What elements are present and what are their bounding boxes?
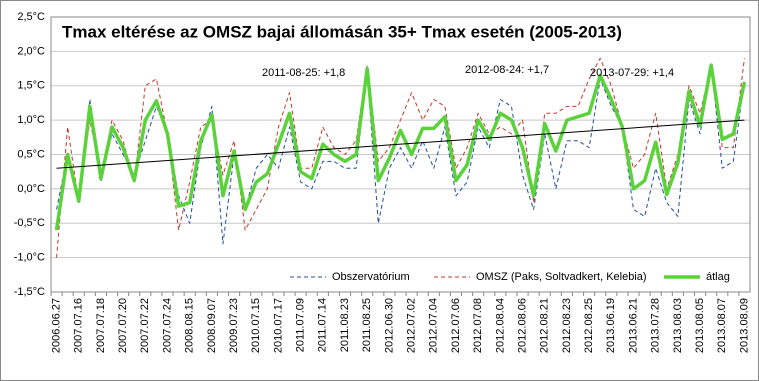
annotation: 2011-08-25: +1,8: [262, 67, 345, 79]
chart-title: Tmax eltérése az OMSZ bajai állomásán 35…: [62, 22, 622, 41]
x-tick-label: 2010.07.17: [272, 298, 284, 353]
x-tick-label: 2013.08.05: [694, 298, 706, 353]
x-tick-label: 2008.08.15: [184, 298, 196, 353]
annotation: 2012-08-24: +1,7: [465, 64, 549, 76]
x-tick-label: 2012.08.25: [583, 298, 595, 353]
legend-label: OMSZ (Paks, Soltvadkert, Kelebia): [476, 271, 647, 283]
x-tick-label: 2009.07.23: [228, 298, 240, 353]
legend-label: átlag: [706, 271, 730, 283]
x-tick-label: 2007.07.22: [139, 298, 151, 353]
y-tick-label: 2,5°C: [17, 11, 45, 23]
y-tick-label: 1,5°C: [17, 80, 45, 92]
x-tick-label: 2013.08.03: [672, 298, 684, 353]
x-tick-label: 2011.08.23: [339, 298, 351, 352]
x-tick-label: 2007.07.16: [73, 298, 85, 353]
series-line: [54, 63, 747, 231]
x-tick-label: 2012.07.02: [406, 298, 418, 353]
x-tick-label: 2007.07.20: [117, 298, 129, 353]
x-tick-label: 2013.08.07: [716, 298, 728, 353]
x-tick-label: 2008.09.07: [206, 298, 218, 353]
x-tick-label: 2013.07.28: [650, 298, 662, 353]
y-tick-label: 1,0°C: [17, 114, 45, 126]
y-tick-label: 0,5°C: [17, 148, 45, 160]
y-tick-label: -1,5°C: [14, 286, 45, 298]
x-tick-label: 2012.08.04: [494, 298, 506, 353]
x-tick-label: 2010.07.15: [250, 298, 262, 353]
y-tick-label: 0,0°C: [17, 183, 45, 195]
plot-border: [50, 16, 751, 293]
y-tick-label: 2,0°C: [17, 45, 45, 57]
x-tick-label: 2012.08.23: [561, 298, 573, 353]
y-tick-label: -1,0°C: [14, 252, 45, 264]
x-tick-label: 2006.06.27: [50, 298, 62, 353]
annotation: 2013-07-29: +1,4: [590, 67, 674, 79]
x-tick-label: 2011.07.14: [317, 298, 329, 352]
x-tick-label: 2007.07.24: [161, 298, 173, 353]
x-tick-label: 2012.08.06: [516, 298, 528, 353]
trend-line: [56, 119, 745, 169]
x-tick-label: 2012.08.21: [539, 298, 551, 353]
x-tick-label: 2012.07.04: [428, 298, 440, 353]
x-tick-label: 2012.06.30: [383, 298, 395, 353]
x-tick-label: 2007.07.18: [95, 298, 107, 353]
legend-box: [282, 266, 744, 288]
legend-label: Obszervatórium: [332, 271, 410, 283]
x-tick-label: 2013.08.09: [738, 298, 750, 353]
x-tick-label: 2012.07.06: [450, 298, 462, 353]
x-tick-label: 2013.06.21: [627, 298, 639, 353]
y-tick-label: -0,5°C: [14, 217, 45, 229]
x-tick-label: 2012.07.08: [472, 298, 484, 353]
x-tick-label: 2013.06.19: [605, 298, 617, 353]
x-tick-label: 2011.07.09: [295, 298, 307, 352]
x-tick-label: 2011.08.25: [361, 298, 373, 352]
